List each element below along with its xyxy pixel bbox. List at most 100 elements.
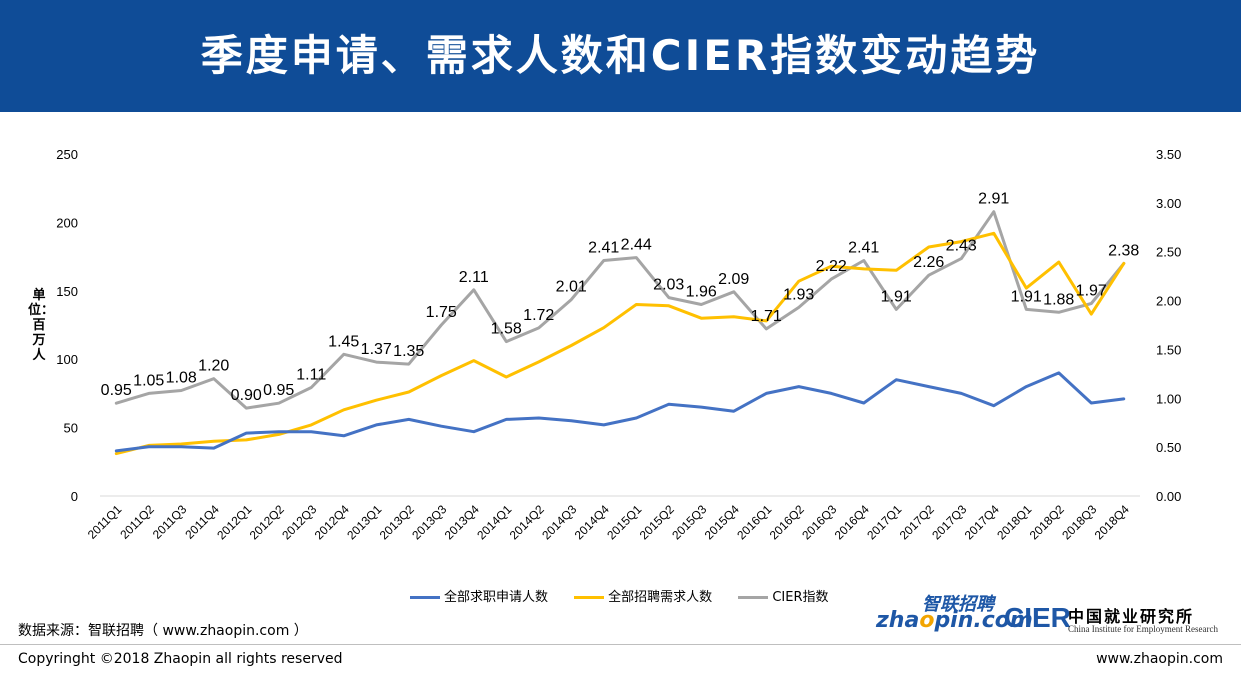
legend-label-cier: CIER指数 bbox=[772, 590, 829, 605]
cier-data-label: 1.71 bbox=[751, 308, 782, 325]
cier-data-label: 0.90 bbox=[231, 387, 262, 404]
y-right-tick-label: 0.00 bbox=[1156, 489, 1181, 504]
x-tick-label: 2017Q2 bbox=[897, 502, 937, 542]
y-axis-label: 单位：百万人 bbox=[28, 288, 55, 363]
cier-data-label: 2.26 bbox=[913, 254, 944, 271]
cier-data-label: 0.95 bbox=[263, 382, 294, 399]
x-tick-label: 2015Q3 bbox=[669, 502, 709, 542]
cier-data-label: 1.75 bbox=[426, 304, 457, 321]
x-tick-label: 2013Q4 bbox=[442, 502, 482, 542]
x-tick-label: 2015Q2 bbox=[637, 502, 677, 542]
page-title: 季度申请、需求人数和CIER指数变动趋势 bbox=[200, 31, 1041, 80]
cier-data-label: 2.03 bbox=[653, 277, 684, 294]
cier-data-label: 1.91 bbox=[1011, 288, 1042, 305]
y-left-tick-label: 250 bbox=[56, 147, 78, 162]
cier-data-label: 2.41 bbox=[588, 240, 619, 257]
y-left-tick-label: 200 bbox=[56, 215, 78, 230]
cier-data-label: 2.38 bbox=[1108, 242, 1139, 259]
cier-data-label: 1.45 bbox=[328, 333, 359, 350]
legend-swatch-cier bbox=[738, 596, 769, 599]
x-tick-label: 2018Q2 bbox=[1027, 502, 1067, 542]
x-tick-label: 2016Q1 bbox=[734, 502, 774, 542]
legend-item-applications: 全部求职申请人数 bbox=[410, 586, 548, 605]
x-tick-label: 2016Q3 bbox=[799, 502, 839, 542]
cier-data-label: 1.11 bbox=[296, 367, 326, 384]
y-right-tick-label: 2.00 bbox=[1156, 294, 1181, 309]
cier-logo-en: China Institute for Employment Research bbox=[1068, 624, 1218, 634]
y-right-tick-label: 2.50 bbox=[1156, 245, 1181, 260]
legend-label-applications: 全部求职申请人数 bbox=[444, 590, 549, 605]
cier-data-label: 1.05 bbox=[133, 372, 164, 389]
zhaopin-logo: 智联招聘 zhaopin.com bbox=[876, 590, 1033, 636]
copyright: Copyringht ©2018 Zhaopin all rights rese… bbox=[18, 651, 343, 667]
cier-data-label: 2.09 bbox=[718, 271, 749, 288]
cier-data-label: 1.08 bbox=[166, 369, 197, 386]
cier-data-label: 0.95 bbox=[101, 382, 132, 399]
cier-data-label: 1.93 bbox=[783, 286, 814, 303]
x-tick-label: 2016Q4 bbox=[832, 502, 872, 542]
cier-data-label: 2.11 bbox=[459, 269, 489, 286]
x-tick-label: 2012Q4 bbox=[312, 502, 352, 542]
applications-line bbox=[114, 371, 1126, 453]
cier-data-label: 1.88 bbox=[1043, 291, 1074, 308]
cier-data-label: 2.91 bbox=[978, 191, 1009, 208]
x-tick-label: 2016Q2 bbox=[767, 502, 807, 542]
data-source: 数据来源：智联招聘（ www.zhaopin.com ） bbox=[18, 623, 308, 639]
y-right-tick-label: 0.50 bbox=[1156, 440, 1181, 455]
cier-logo: CIER bbox=[1004, 602, 1071, 633]
cier-data-label: 1.58 bbox=[491, 321, 522, 338]
zhaopin-logo-cn: 智联招聘 bbox=[922, 594, 994, 615]
x-tick-label: 2014Q4 bbox=[572, 502, 612, 542]
x-tick-label: 2015Q1 bbox=[604, 502, 644, 542]
cier-data-label: 2.41 bbox=[848, 240, 879, 257]
x-tick-label: 2018Q1 bbox=[994, 502, 1034, 542]
cier-data-label: 1.20 bbox=[198, 358, 229, 375]
y-right-tick-label: 1.50 bbox=[1156, 342, 1181, 357]
line-chart: 0 50 100 150 200 250 0.00 0.50 1.00 1.50 2.00 2.50 3… bbox=[56, 147, 1181, 542]
x-tick-label: 2015Q4 bbox=[702, 502, 742, 542]
x-tick-label: 2011Q2 bbox=[117, 502, 157, 542]
legend-swatch-demand bbox=[574, 596, 605, 599]
cier-data-label: 2.43 bbox=[946, 238, 977, 255]
title-banner: 季度申请、需求人数和CIER指数变动趋势 bbox=[0, 0, 1241, 112]
cier-data-label: 2.44 bbox=[621, 237, 652, 254]
cier-data-label: 1.72 bbox=[523, 307, 554, 324]
cier-logo-cn: 中国就业研究所 bbox=[1068, 607, 1195, 626]
y-right-tick-label: 3.50 bbox=[1156, 147, 1181, 162]
x-tick-label: 2017Q1 bbox=[864, 502, 904, 542]
cier-data-label: 1.96 bbox=[686, 283, 717, 300]
y-right-tick-label: 1.00 bbox=[1156, 391, 1181, 406]
legend-swatch-applications bbox=[410, 596, 440, 599]
y-left-tick-label: 0 bbox=[71, 489, 78, 504]
y-right-tick-label: 3.00 bbox=[1156, 196, 1181, 211]
x-tick-label: 2012Q1 bbox=[214, 502, 254, 542]
x-tick-label: 2011Q3 bbox=[150, 502, 190, 542]
x-tick-label: 2013Q2 bbox=[377, 502, 417, 542]
legend-label-demand: 全部招聘需求人数 bbox=[608, 590, 713, 605]
x-tick-label: 2017Q3 bbox=[929, 502, 969, 542]
cier-line bbox=[114, 210, 1126, 410]
x-tick-label: 2014Q2 bbox=[507, 502, 547, 542]
x-tick-label: 2013Q1 bbox=[344, 502, 384, 542]
legend-item-cier: CIER指数 bbox=[738, 586, 828, 605]
footer-divider bbox=[0, 644, 1241, 645]
x-tick-label: 2013Q3 bbox=[409, 502, 449, 542]
cier-data-label: 1.97 bbox=[1076, 283, 1107, 300]
legend-item-demand: 全部招聘需求人数 bbox=[574, 586, 712, 605]
cier-data-label: 1.91 bbox=[881, 288, 912, 305]
x-tick-label: 2018Q3 bbox=[1059, 502, 1099, 542]
x-tick-label: 2011Q4 bbox=[182, 502, 222, 542]
y-left-tick-label: 50 bbox=[64, 421, 78, 436]
x-tick-label: 2014Q3 bbox=[539, 502, 579, 542]
x-tick-label: 2014Q1 bbox=[474, 502, 514, 542]
y-left-tick-label: 150 bbox=[56, 284, 78, 299]
cier-data-label: 1.35 bbox=[393, 343, 424, 360]
x-tick-label: 2012Q2 bbox=[247, 502, 287, 542]
legend: 全部求职申请人数 全部招聘需求人数 CIER指数 bbox=[410, 586, 850, 606]
footer-site-url: www.zhaopin.com bbox=[1096, 651, 1223, 667]
x-tick-label: 2018Q4 bbox=[1092, 502, 1132, 542]
x-tick-label: 2017Q4 bbox=[962, 502, 1002, 542]
y-left-tick-label: 100 bbox=[56, 352, 78, 367]
x-tick-label: 2011Q1 bbox=[85, 502, 125, 542]
cier-data-label: 2.01 bbox=[556, 279, 587, 296]
